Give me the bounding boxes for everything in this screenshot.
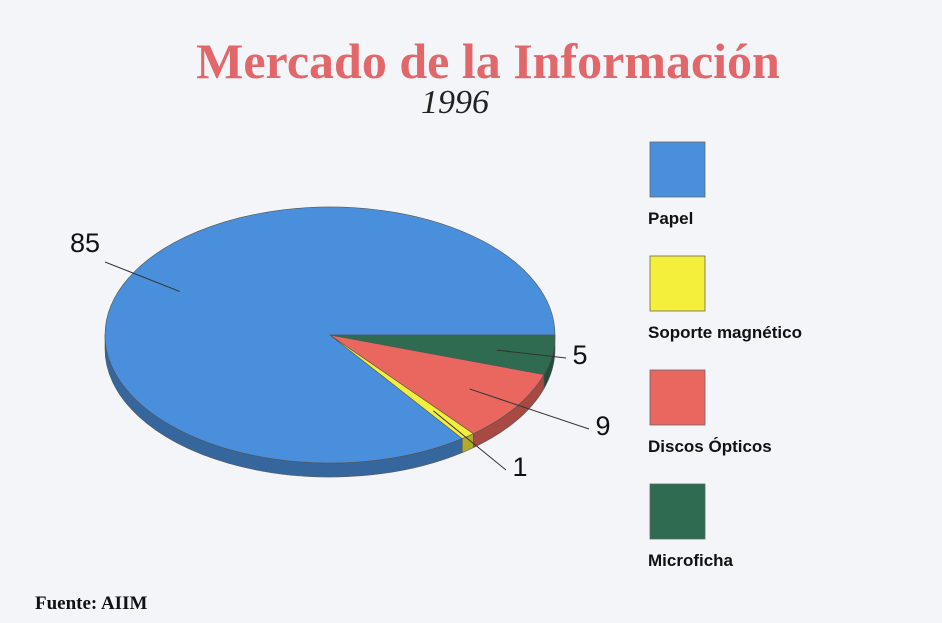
data-label: 9 (595, 411, 610, 441)
chart-subtitle: 1996 (421, 84, 489, 121)
legend-swatch (649, 141, 706, 198)
leader-line (104, 261, 180, 292)
legend-label: Papel (648, 209, 693, 228)
pie-slice (329, 334, 545, 434)
data-label: 5 (572, 340, 587, 370)
legend-label: Microficha (648, 551, 734, 570)
legend-swatch (649, 255, 706, 312)
data-label: 85 (70, 228, 100, 258)
pie-slice (329, 334, 556, 375)
source: Fuente: AIIM (35, 593, 147, 614)
legend-label: Discos Ópticos (648, 437, 772, 456)
leader-line (433, 410, 507, 471)
data-label: 1 (512, 452, 527, 482)
legend-swatch (649, 483, 706, 540)
legend-label: Soporte magnético (648, 323, 802, 342)
leader-line (496, 349, 567, 359)
legend-swatch (649, 369, 706, 426)
chart-title: Mercado de la Información (196, 33, 780, 89)
leader-line (469, 388, 590, 430)
